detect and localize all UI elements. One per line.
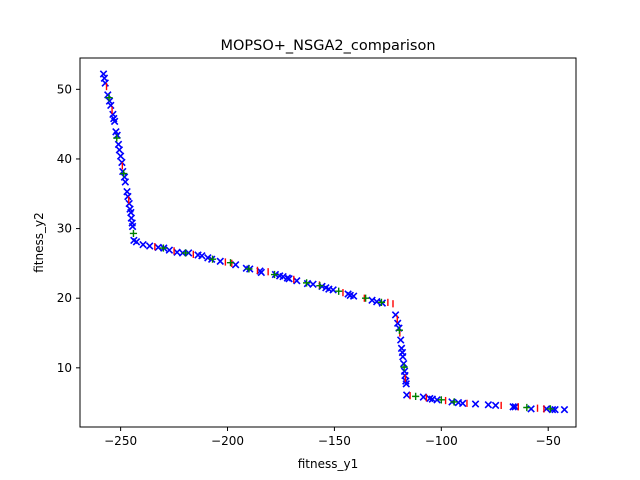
blue-x-point: [107, 101, 115, 110]
green-plus-point: [245, 265, 253, 273]
green-plus-point: [362, 294, 370, 302]
blue-x-point: [139, 240, 147, 249]
x-tick-label: −150: [318, 434, 351, 448]
green-plus-point: [523, 403, 531, 412]
blue-x-point: [329, 286, 337, 294]
blue-x-point: [419, 393, 428, 401]
green-plus-point: [400, 363, 408, 371]
data-points: [99, 70, 569, 414]
blue-x-point: [433, 396, 441, 404]
blue-x-point: [484, 400, 493, 409]
blue-x-point: [402, 380, 411, 388]
y-tick-label: 20: [57, 291, 72, 305]
blue-x-point: [257, 268, 266, 277]
green-plus-point: [303, 279, 311, 287]
blue-x-point: [198, 251, 206, 260]
y-axis-label: fitness_y2: [32, 212, 46, 273]
blue-x-point: [110, 117, 119, 126]
green-plus-point: [395, 326, 404, 334]
plot-area: [99, 70, 569, 414]
green-plus-point: [335, 287, 343, 295]
x-tick-label: −50: [536, 434, 561, 448]
blue-x-point: [458, 399, 467, 408]
x-axis-label: fitness_y1: [298, 457, 359, 471]
blue-x-point: [551, 405, 559, 414]
blue-x-point: [509, 403, 517, 411]
chart-title: MOPSO+_NSGA2_comparison: [220, 38, 435, 54]
blue-x-point: [101, 79, 109, 87]
y-axis-ticks: 10 20 30 40 50: [57, 82, 80, 375]
y-tick-label: 30: [57, 222, 72, 236]
blue-x-point: [128, 222, 137, 231]
green-plus-point: [437, 396, 445, 404]
blue-x-point: [165, 246, 174, 254]
y-tick-label: 40: [57, 152, 72, 166]
blue-x-point: [116, 152, 125, 160]
blue-x-point: [279, 272, 287, 281]
y-tick-label: 50: [57, 82, 72, 96]
green-plus-point: [159, 244, 167, 252]
blue-x-point: [285, 274, 293, 283]
blue-x-point: [115, 146, 124, 154]
blue-x-point: [114, 140, 123, 149]
green-plus-point: [377, 298, 386, 306]
blue-x-point: [402, 391, 411, 399]
y-tick-label: 10: [57, 361, 72, 375]
blue-x-point: [145, 242, 154, 250]
green-plus-point: [208, 255, 217, 263]
blue-x-point: [471, 400, 480, 408]
blue-x-point: [309, 280, 317, 289]
green-plus-point: [182, 249, 190, 257]
blue-x-point: [132, 238, 141, 246]
green-plus-point: [226, 259, 235, 267]
blue-x-point: [527, 405, 535, 413]
x-tick-label: −250: [104, 434, 137, 448]
blue-x-point: [293, 277, 301, 285]
blue-x-point: [216, 257, 225, 266]
green-plus-point: [120, 169, 128, 178]
blue-x-point: [372, 297, 381, 306]
blue-x-point: [349, 292, 358, 300]
green-plus-point: [412, 392, 420, 400]
blue-x-point: [121, 178, 130, 186]
green-plus-point: [105, 94, 113, 102]
x-tick-label: −200: [211, 434, 244, 448]
x-tick-label: −100: [425, 434, 458, 448]
axes-frame: [79, 57, 577, 428]
blue-x-point: [511, 403, 520, 411]
blue-x-point: [124, 192, 132, 201]
blue-x-point: [560, 405, 569, 414]
green-plus-point: [113, 134, 121, 142]
green-plus-point: [450, 398, 458, 406]
blue-x-point: [399, 352, 407, 361]
blue-x-point: [396, 336, 405, 344]
green-plus-point: [316, 282, 324, 290]
x-axis-ticks: −250 −200 −150 −100 −50: [104, 427, 561, 448]
green-plus-point: [546, 405, 554, 413]
green-plus-point: [270, 270, 279, 279]
green-plus-point: [129, 229, 138, 238]
blue-x-point: [491, 401, 500, 410]
